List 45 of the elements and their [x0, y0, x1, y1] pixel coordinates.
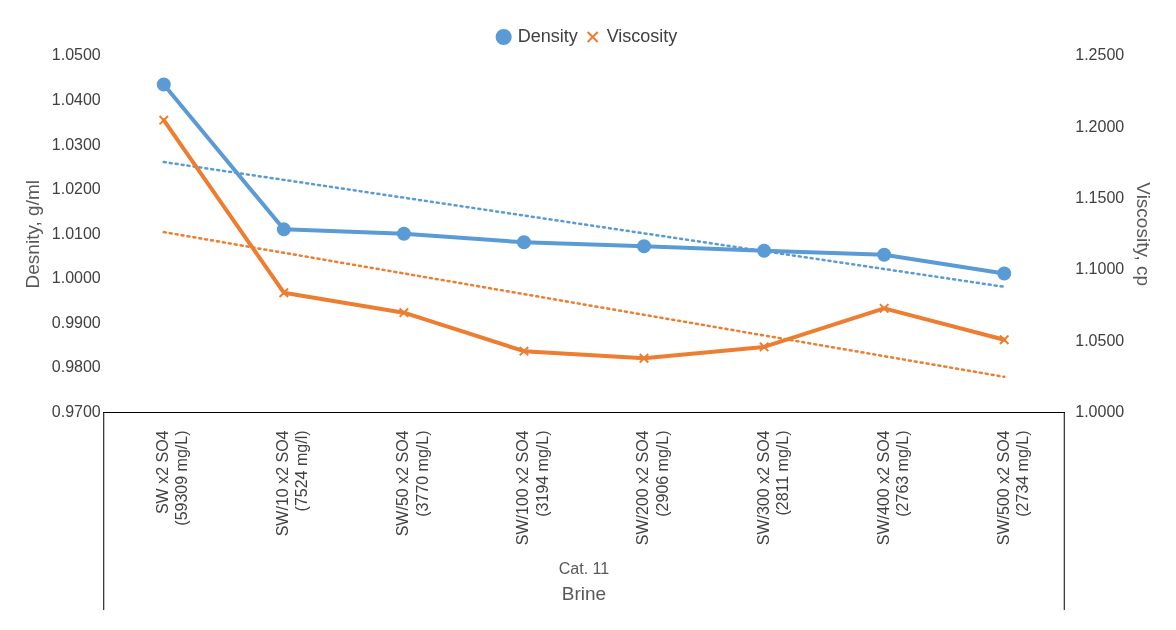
legend-label: Viscosity [606, 25, 678, 46]
point [997, 266, 1012, 281]
point [757, 243, 772, 258]
point [516, 235, 531, 250]
point [877, 247, 892, 262]
y-tick-label: 1.0200 [51, 180, 101, 198]
point [158, 114, 170, 126]
y2-axis-title: Viscosity, cp [1133, 182, 1155, 287]
y-tick-label: 1.0500 [51, 46, 101, 64]
x-tick-label: SW/400 x2 SO4 (2763 mg/L) [874, 430, 911, 546]
x-axis-title: Brine [561, 582, 607, 604]
text: Cat. 11 [558, 560, 610, 578]
x-tick-label: SW/300 x2 SO4 (2811 mg/L) [754, 430, 791, 546]
point [398, 307, 410, 318]
point [278, 287, 290, 298]
x-tick-label: SW/500 x2 SO4 (2734 mg/L) [994, 430, 1031, 546]
point [396, 226, 411, 241]
y-tick-label: 1.0000 [51, 269, 101, 287]
point [878, 303, 890, 314]
point [998, 334, 1010, 345]
point [518, 345, 530, 357]
y2-tick-label: 1.0500 [1075, 331, 1125, 349]
y2-tick-label: 1.0000 [1075, 402, 1125, 420]
point [276, 222, 291, 237]
y2-tick-label: 1.2500 [1075, 46, 1125, 64]
y-tick-label: 1.0100 [51, 224, 101, 242]
y-axis-title: Desnity, g/ml [21, 180, 43, 289]
y2-tick-label: 1.1000 [1075, 260, 1125, 278]
y-tick-label: 0.9700 [51, 402, 101, 420]
y2-tick-label: 1.2000 [1075, 117, 1125, 135]
point [156, 77, 171, 92]
y-tick-label: 0.9800 [51, 358, 101, 376]
y-tick-label: 0.9900 [51, 313, 101, 331]
point [637, 239, 652, 254]
x-tick-label: SW/100 x2 SO4 (3194 mg/L) [514, 430, 551, 546]
x-tick-label: SW/200 x2 SO4 (2906 mg/L) [634, 430, 671, 546]
y2-tick-label: 1.1500 [1075, 189, 1125, 206]
y-tick-label: 1.0400 [51, 90, 101, 108]
x-tick-label: SW/50 x2 SO4 (3770 mg/L) [394, 430, 431, 537]
y-tick-label: 1.0300 [51, 135, 101, 153]
point [638, 353, 650, 364]
point [758, 341, 770, 353]
x-tick-label: SW/10 x2 SO4 (7524 mg/l) [274, 430, 311, 537]
legend-label: Density [517, 25, 578, 46]
x-tick-label: SW x2 SO4 (59309 mg/L) [154, 430, 191, 526]
